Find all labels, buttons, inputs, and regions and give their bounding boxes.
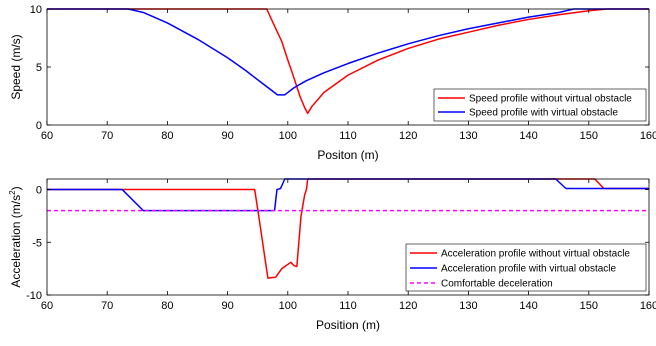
acceleration-x-tick-label: 110 xyxy=(339,300,357,312)
speed-x-tick-label: 110 xyxy=(339,130,357,142)
speed-x-axis-label: Positon (m) xyxy=(317,148,378,162)
acceleration-y-tick-label: -10 xyxy=(26,290,42,302)
acceleration-y-axis-label-sup: 2 xyxy=(8,190,17,195)
acceleration-x-tick-label: 160 xyxy=(640,300,656,312)
acceleration-x-tick-label: 60 xyxy=(41,300,53,312)
speed-chart: 60 70 80 90 100 110 120 130 140 150 160 0 5 10 Posit… xyxy=(9,4,656,162)
speed-x-tick-label: 150 xyxy=(580,130,598,142)
acceleration-x-tick-label: 90 xyxy=(221,300,233,312)
legend-label-speed-without: Speed profile without virtual obstacle xyxy=(469,94,632,105)
legend-label-speed-with: Speed profile with virtual obstacle xyxy=(469,108,618,119)
legend-label-accel-with: Acceleration profile with virtual obstac… xyxy=(441,264,617,275)
speed-y-tick-label: 0 xyxy=(36,120,42,132)
acceleration-legend-box xyxy=(405,243,647,292)
speed-legend: Speed profile without virtual obstacle S… xyxy=(433,88,647,122)
speed-x-tick-label: 70 xyxy=(101,130,113,142)
speed-y-tick-label: 10 xyxy=(30,4,42,16)
acceleration-x-tick-label: 150 xyxy=(580,300,598,312)
speed-x-tick-label: 60 xyxy=(41,130,53,142)
acceleration-x-tick-label: 120 xyxy=(399,300,417,312)
speed-x-tick-label: 160 xyxy=(640,130,656,142)
speed-x-tick-label: 90 xyxy=(221,130,233,142)
speed-x-tick-label: 130 xyxy=(459,130,477,142)
acceleration-y-axis-label-end: ) xyxy=(9,186,23,190)
speed-legend-box xyxy=(433,88,647,122)
acceleration-x-tick-label: 70 xyxy=(101,300,113,312)
acceleration-y-tick-label: -5 xyxy=(32,237,42,249)
speed-x-tick-label: 120 xyxy=(399,130,417,142)
acceleration-y-tick-label: 0 xyxy=(36,185,42,197)
acceleration-chart: 60 70 80 90 100 110 120 130 140 150 160 -10 -5 0 Pos… xyxy=(8,178,656,332)
speed-x-tick-label: 100 xyxy=(279,130,297,142)
acceleration-x-tick-label: 140 xyxy=(519,300,537,312)
legend-label-comfortable-decel: Comfortable deceleration xyxy=(441,279,553,290)
acceleration-x-tick-label: 100 xyxy=(279,300,297,312)
speed-x-tick-label: 140 xyxy=(519,130,537,142)
acceleration-series-line-1 xyxy=(47,178,649,212)
legend-label-accel-without: Acceleration profile without virtual obs… xyxy=(441,249,630,260)
acceleration-x-tick-label: 80 xyxy=(161,300,173,312)
acceleration-y-axis-label-main: Acceleration (m/s xyxy=(9,195,23,288)
acceleration-y-axis-label: Acceleration (m/s2) xyxy=(8,186,23,287)
acceleration-x-axis-label: Position (m) xyxy=(316,318,380,332)
speed-y-tick-label: 5 xyxy=(36,62,42,74)
speed-y-axis-label: Speed (m/s) xyxy=(9,34,23,99)
speed-x-tick-label: 80 xyxy=(161,130,173,142)
acceleration-x-tick-label: 130 xyxy=(459,300,477,312)
speed-series-line-1 xyxy=(47,8,649,96)
acceleration-legend: Acceleration profile without virtual obs… xyxy=(405,243,647,292)
speed-series-line-0 xyxy=(47,8,649,115)
